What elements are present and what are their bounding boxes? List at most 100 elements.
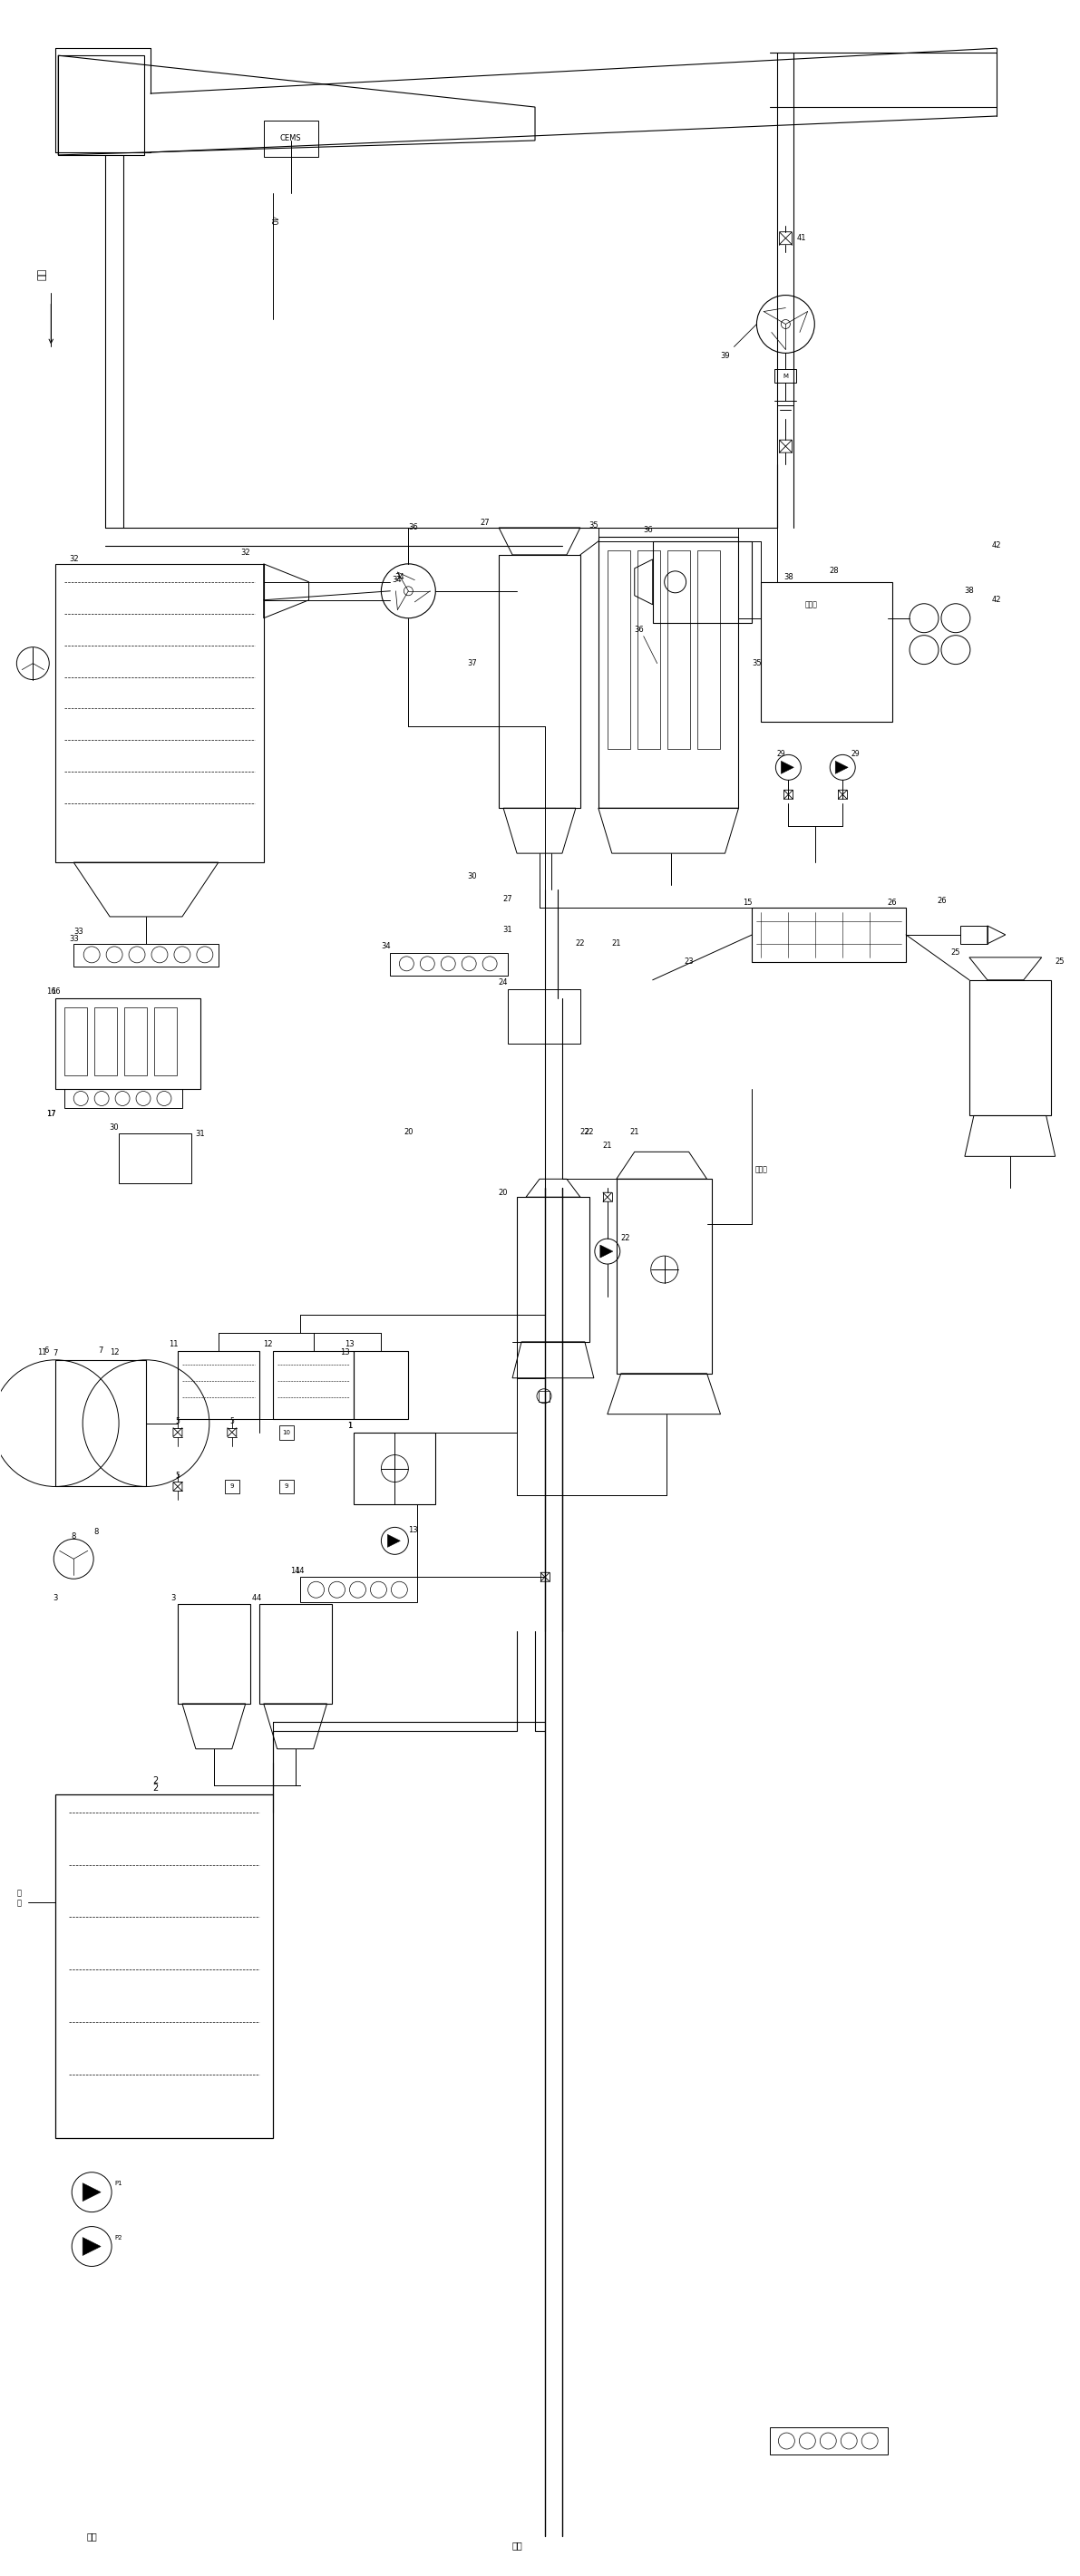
Bar (697, 551, 719, 750)
Bar (667, 551, 690, 750)
Text: 28: 28 (828, 567, 838, 574)
Bar (354, 1432, 435, 1504)
Text: 38: 38 (783, 574, 793, 582)
Bar (73, 943, 218, 966)
Text: 21: 21 (630, 1128, 639, 1136)
Polygon shape (388, 1535, 401, 1548)
Text: 5: 5 (175, 1417, 180, 1425)
Text: 29: 29 (851, 750, 860, 757)
Text: 10: 10 (282, 1430, 291, 1435)
Text: 31: 31 (503, 927, 513, 935)
Text: 39: 39 (720, 353, 730, 361)
Bar (752, 907, 906, 961)
Text: 33: 33 (69, 935, 79, 943)
Text: 23: 23 (684, 958, 693, 966)
Bar (279, 1425, 294, 1440)
Text: 2: 2 (152, 1783, 158, 1793)
Text: 9: 9 (230, 1484, 234, 1489)
Text: 12: 12 (264, 1340, 273, 1350)
Text: 36: 36 (634, 626, 644, 634)
Text: 25: 25 (951, 948, 960, 956)
Text: 16: 16 (51, 987, 60, 997)
Text: 自来水: 自来水 (805, 600, 818, 608)
Text: 22: 22 (584, 1128, 594, 1136)
Text: 30: 30 (109, 1123, 119, 1131)
Text: CEMS: CEMS (280, 134, 301, 142)
Text: 烟气: 烟气 (512, 2540, 523, 2550)
Text: 22: 22 (576, 940, 585, 948)
Polygon shape (83, 2182, 100, 2202)
Bar (637, 551, 660, 750)
Text: 2: 2 (152, 1775, 158, 1785)
Bar (55, 1360, 146, 1486)
Bar (55, 997, 200, 1090)
Text: 16: 16 (46, 987, 56, 997)
Text: 3: 3 (171, 1595, 176, 1602)
Bar (607, 551, 630, 750)
Text: 22: 22 (580, 1128, 590, 1136)
Bar (55, 1793, 272, 2138)
Text: 33: 33 (73, 927, 83, 935)
Bar (960, 925, 987, 943)
Text: 13: 13 (345, 1340, 354, 1350)
Text: 25: 25 (1055, 958, 1065, 966)
Text: P2: P2 (114, 2233, 123, 2241)
Text: 32: 32 (241, 549, 251, 556)
Text: 14: 14 (291, 1566, 300, 1574)
Text: 37: 37 (467, 659, 476, 667)
Text: 11: 11 (168, 1340, 178, 1350)
Polygon shape (600, 1244, 612, 1257)
Text: 13: 13 (340, 1350, 350, 1358)
Bar (617, 1180, 712, 1373)
Bar (517, 1198, 590, 1342)
Bar (300, 1577, 417, 1602)
Text: 35: 35 (752, 659, 761, 667)
Text: 36: 36 (408, 523, 418, 531)
Bar (259, 1605, 332, 1703)
Text: 3: 3 (53, 1595, 58, 1602)
Text: 20: 20 (404, 1128, 414, 1136)
Text: 烟
厂: 烟 厂 (17, 1888, 22, 1906)
Text: 13: 13 (408, 1525, 418, 1535)
Bar (272, 1350, 354, 1419)
Text: 42: 42 (991, 541, 1001, 549)
Bar (499, 554, 580, 809)
Text: 21: 21 (603, 1141, 612, 1149)
Bar (178, 1605, 251, 1703)
Bar (58, 57, 145, 155)
Polygon shape (83, 2239, 100, 2257)
Text: 27: 27 (481, 520, 490, 528)
Text: 29: 29 (777, 750, 785, 757)
Text: 17: 17 (46, 1110, 56, 1118)
Text: M: M (783, 374, 788, 379)
Bar (154, 1007, 177, 1074)
Text: 5: 5 (230, 1417, 234, 1425)
Text: 17: 17 (46, 1110, 56, 1118)
Text: 34: 34 (394, 574, 404, 582)
Text: 6: 6 (44, 1347, 49, 1355)
Text: 14: 14 (295, 1566, 305, 1574)
Text: 31: 31 (195, 1131, 205, 1139)
Text: 22: 22 (621, 1234, 631, 1242)
Text: 38: 38 (964, 587, 974, 595)
Bar (264, 121, 318, 157)
Bar (770, 2427, 888, 2455)
Text: 41: 41 (797, 234, 807, 242)
Text: 35: 35 (589, 523, 598, 531)
Bar (969, 979, 1051, 1115)
Bar (508, 989, 580, 1043)
Text: 8: 8 (71, 1533, 76, 1540)
Text: 36: 36 (644, 526, 653, 533)
Text: 34: 34 (381, 943, 391, 951)
Bar (598, 528, 739, 541)
Text: 4: 4 (257, 1595, 261, 1602)
Text: 40: 40 (269, 216, 276, 224)
Bar (279, 1479, 294, 1494)
Bar (598, 536, 739, 809)
Text: 15: 15 (743, 899, 753, 907)
Bar (119, 1133, 191, 1182)
Text: 8: 8 (94, 1528, 98, 1535)
Text: 24: 24 (499, 979, 508, 987)
Text: 5: 5 (175, 1471, 180, 1479)
Text: 32: 32 (69, 556, 79, 564)
